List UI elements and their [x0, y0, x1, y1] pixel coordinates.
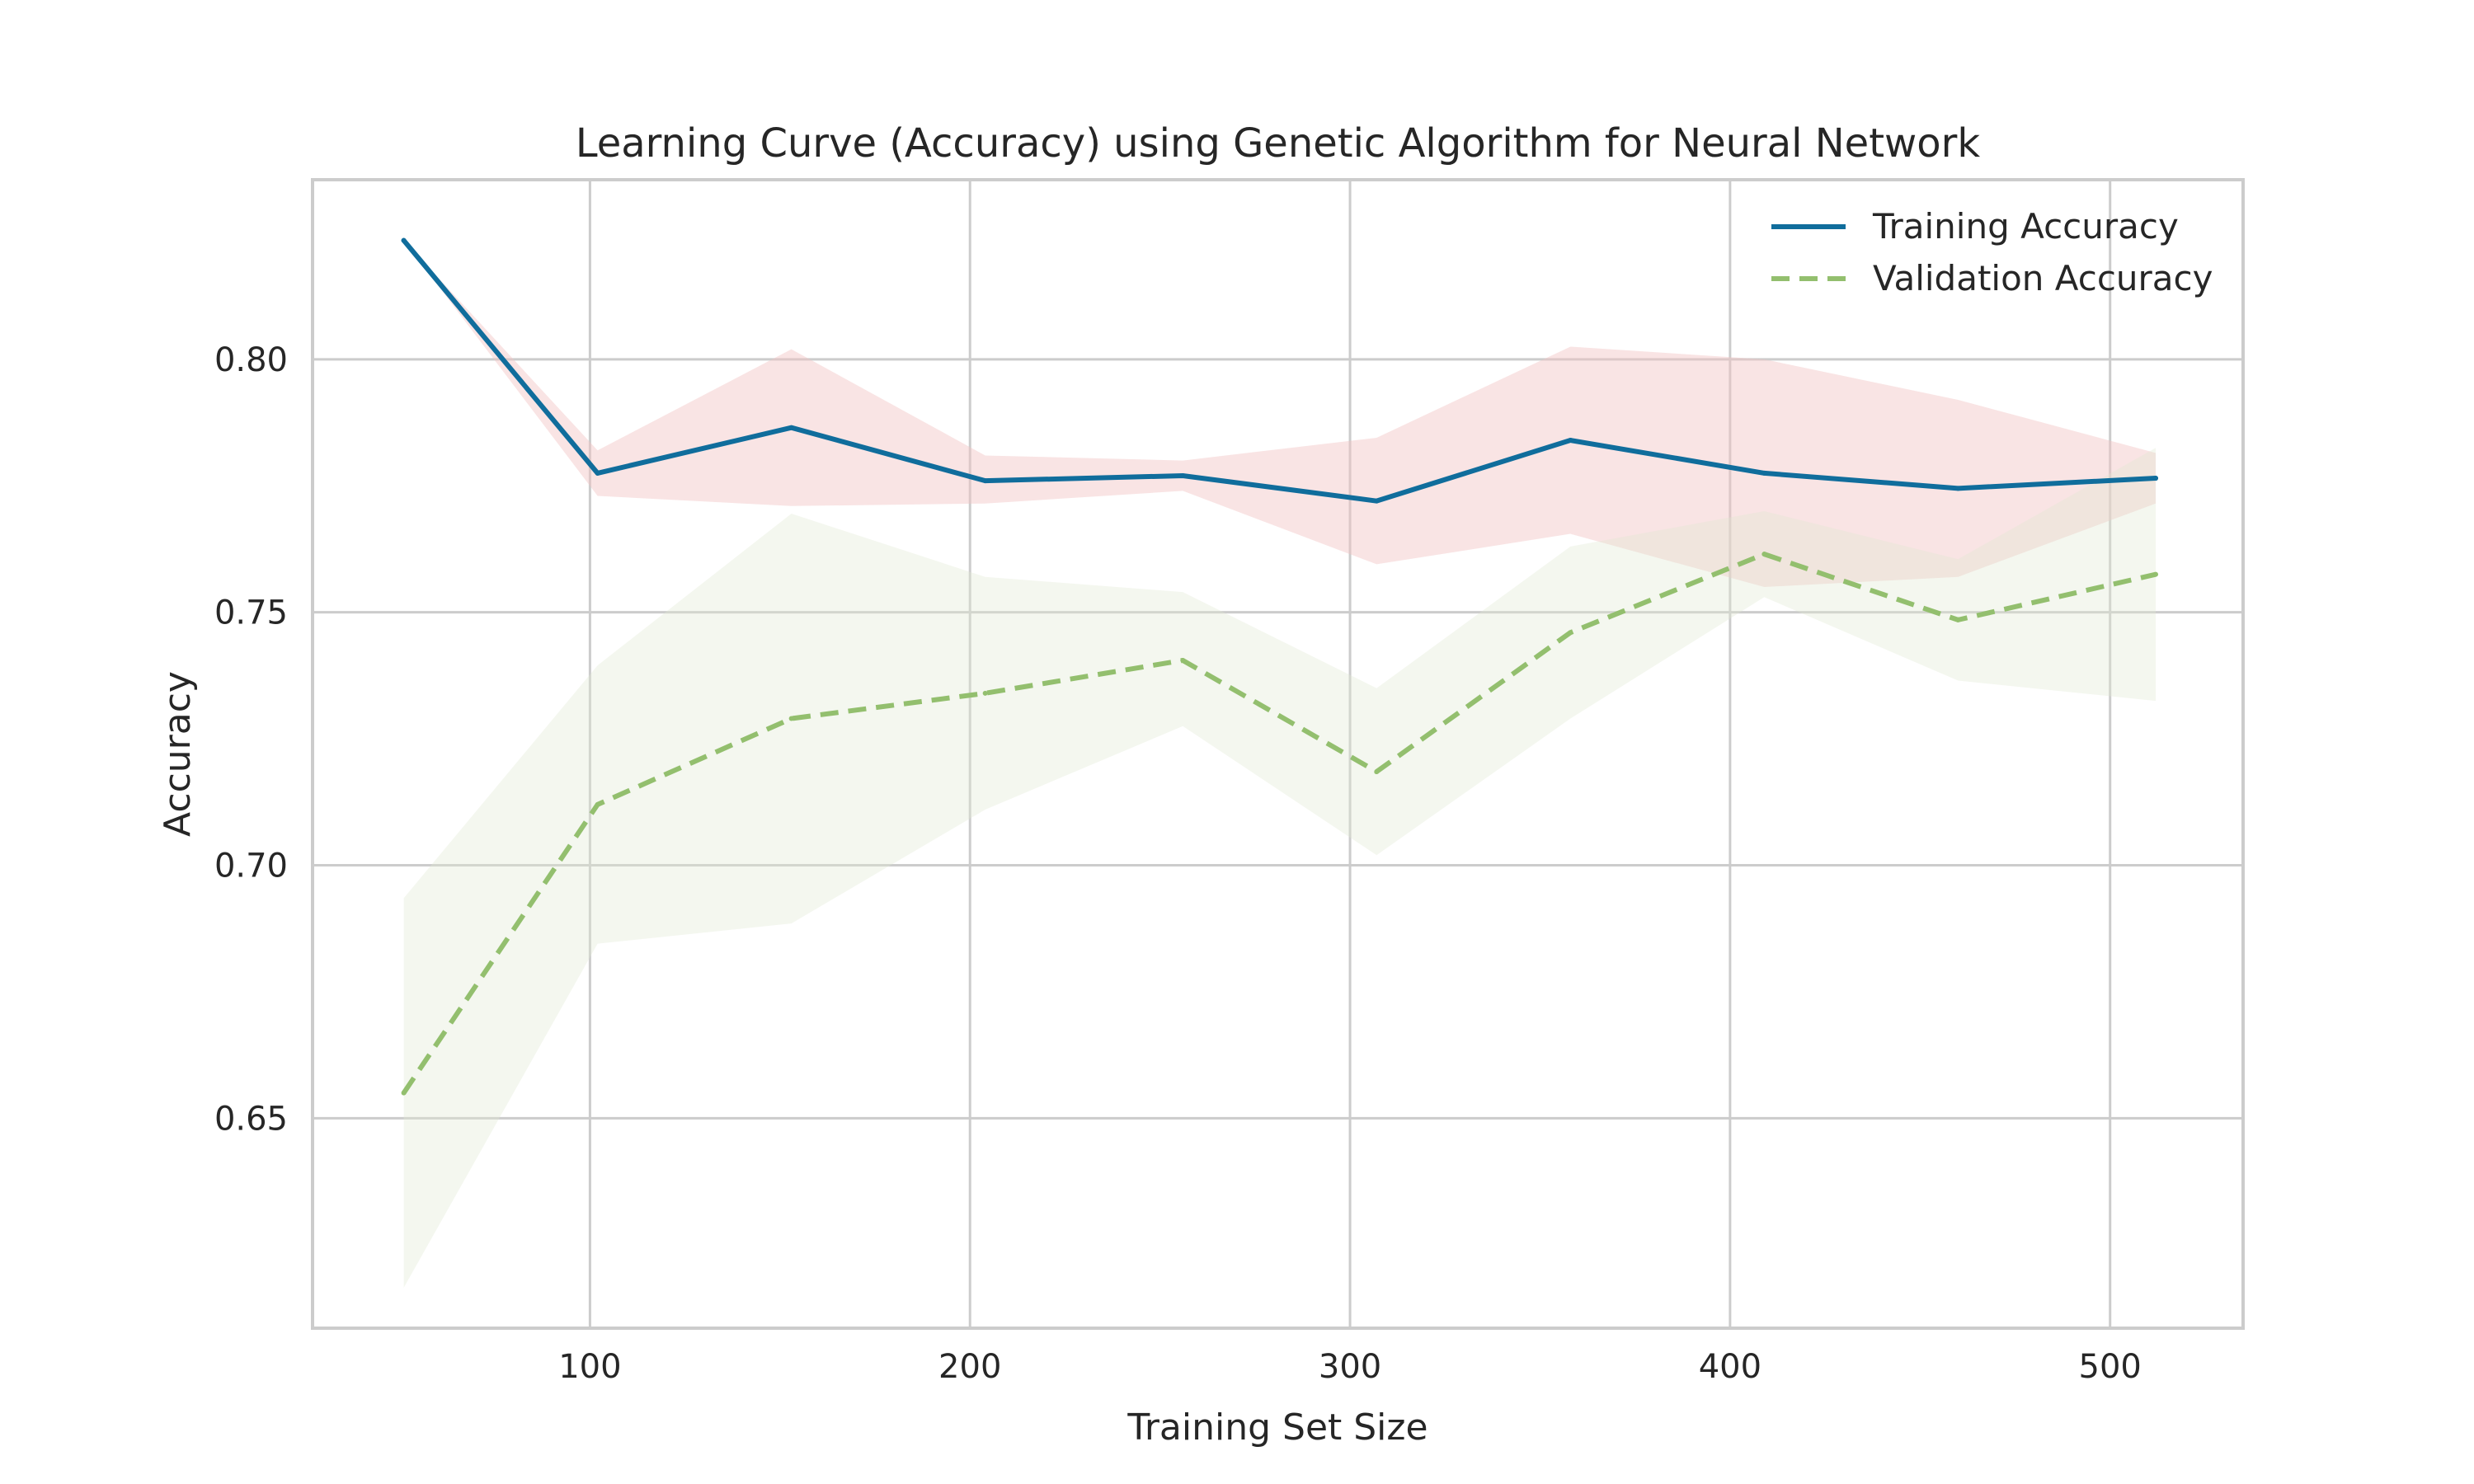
confidence-bands — [403, 240, 2157, 1288]
data-point — [1761, 470, 1767, 476]
x-tick-label: 200 — [938, 1348, 1001, 1386]
x-tick-label: 500 — [2079, 1348, 2142, 1386]
data-point — [595, 470, 600, 476]
data-point — [1374, 768, 1380, 774]
data-point — [2153, 476, 2159, 481]
data-point — [1955, 617, 1961, 622]
y-tick-labels: 0.65 0.70 0.75 0.80 — [214, 341, 288, 1138]
x-tick-label: 400 — [1699, 1348, 1761, 1386]
y-tick-label: 0.75 — [214, 594, 288, 632]
y-axis-label: Accuracy — [157, 671, 199, 837]
legend-label: Validation Accuracy — [1873, 258, 2213, 298]
series-lines — [401, 237, 2159, 1096]
y-tick-label: 0.80 — [214, 341, 288, 379]
data-point — [1180, 472, 1186, 478]
grid-lines — [313, 180, 2243, 1328]
band-validation — [403, 448, 2157, 1288]
series-line-validation — [402, 552, 2157, 1095]
y-tick-label: 0.65 — [214, 1100, 288, 1138]
data-point — [788, 716, 794, 721]
series-line-training — [401, 237, 2159, 504]
data-point — [1761, 552, 1767, 557]
legend-label: Training Accuracy — [1872, 206, 2179, 247]
data-point — [1955, 486, 1961, 491]
data-point — [1568, 630, 1573, 636]
x-tick-label: 100 — [558, 1348, 621, 1386]
x-axis-label: Training Set Size — [1126, 1407, 1427, 1449]
data-point — [1374, 498, 1380, 504]
y-tick-label: 0.70 — [214, 848, 288, 885]
data-point — [982, 690, 988, 696]
chart-title: Learning Curve (Accuracy) using Genetic … — [576, 120, 1981, 167]
x-tick-label: 300 — [1319, 1348, 1381, 1386]
plot-frame — [311, 178, 2245, 1330]
data-point — [788, 425, 794, 430]
data-point — [1180, 657, 1186, 663]
data-point — [595, 801, 600, 807]
x-tick-labels: 100 200 300 400 500 — [558, 1348, 2142, 1386]
data-point — [2153, 571, 2159, 577]
data-point — [401, 1090, 407, 1096]
data-point — [1568, 438, 1573, 444]
data-point — [401, 237, 407, 243]
legend: Training Accuracy Validation Accuracy — [1771, 206, 2213, 298]
band-training — [403, 240, 2157, 587]
data-point — [982, 478, 988, 484]
